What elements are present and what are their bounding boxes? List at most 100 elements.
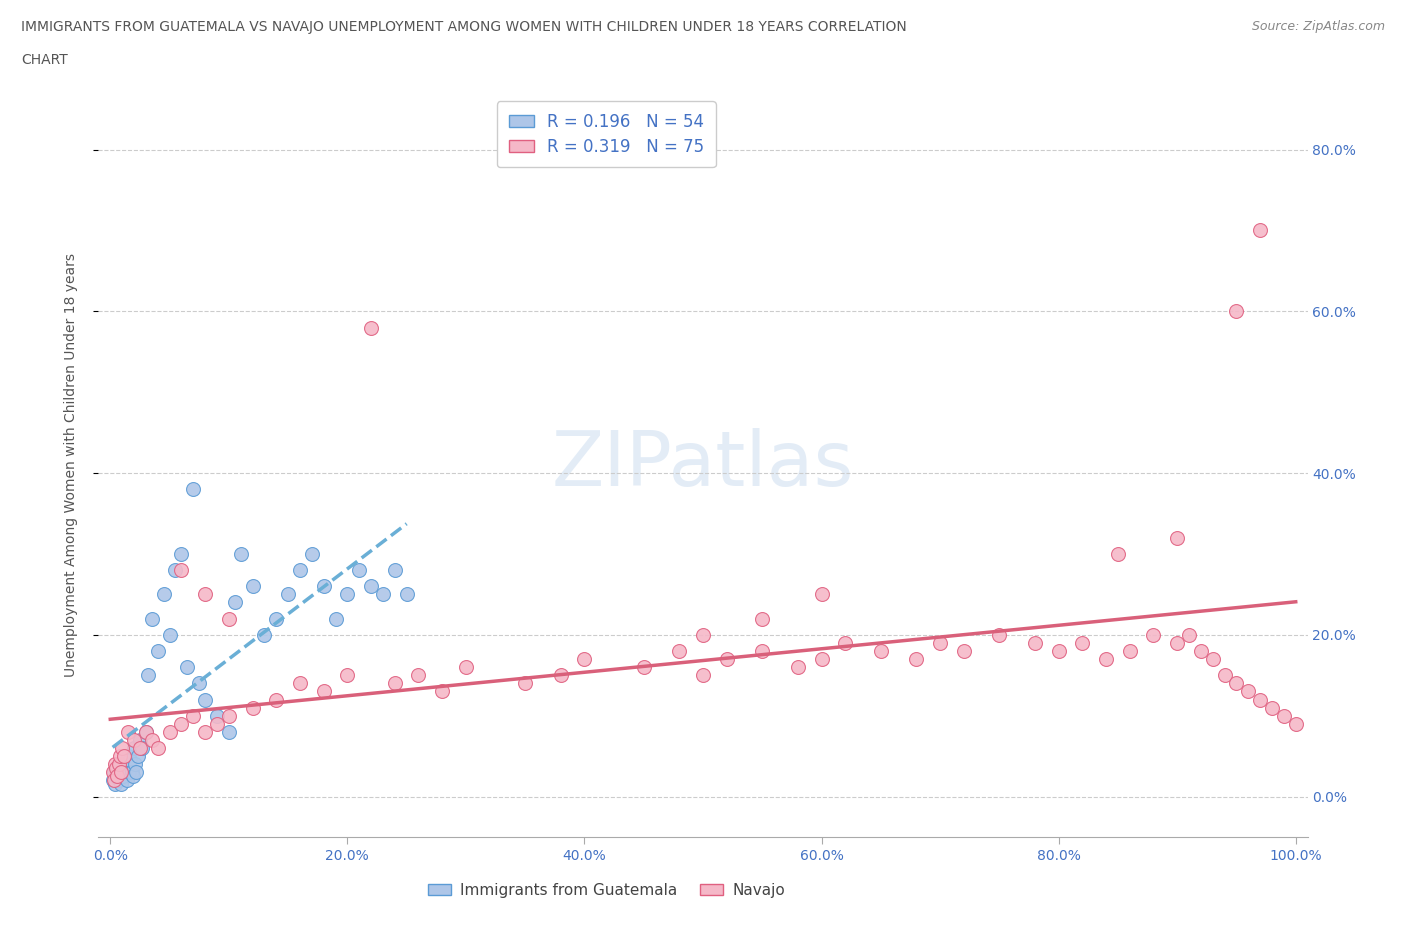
Point (1249, 223, 1271, 238)
Point (101, 773, 124, 788)
Point (152, 587, 174, 602)
Point (101, 764, 124, 779)
Point (121, 764, 143, 779)
Point (129, 733, 152, 748)
Point (360, 320, 382, 335)
Point (1237, 684, 1260, 698)
Point (115, 773, 138, 788)
Point (312, 684, 335, 698)
Point (550, 668, 572, 683)
Point (1047, 644, 1070, 658)
Point (347, 563, 370, 578)
Point (1213, 668, 1236, 683)
Point (188, 676, 211, 691)
Point (810, 587, 832, 602)
Point (108, 757, 131, 772)
Point (574, 652, 596, 667)
Point (117, 749, 139, 764)
Point (751, 644, 773, 658)
Point (181, 482, 204, 497)
Point (125, 764, 148, 779)
Point (103, 773, 125, 788)
Point (1225, 676, 1247, 691)
Point (181, 709, 204, 724)
Point (264, 611, 287, 626)
Point (1071, 635, 1094, 650)
Point (165, 563, 187, 578)
Point (929, 635, 952, 650)
Point (111, 740, 134, 755)
Point (146, 644, 169, 658)
Point (633, 659, 655, 674)
Point (1285, 716, 1308, 731)
Point (135, 724, 157, 739)
Point (692, 628, 714, 643)
Point (141, 611, 163, 626)
Point (205, 716, 228, 731)
Point (120, 752, 142, 767)
Point (129, 740, 152, 755)
Point (395, 587, 418, 602)
Point (194, 724, 217, 739)
Point (1166, 530, 1188, 545)
Point (1225, 304, 1247, 319)
Point (253, 628, 276, 643)
Point (127, 749, 149, 764)
Point (159, 628, 181, 643)
Point (1095, 652, 1118, 667)
Point (905, 652, 928, 667)
Point (301, 547, 323, 562)
Point (122, 740, 145, 755)
Point (325, 611, 347, 626)
Point (1272, 709, 1295, 724)
Point (869, 644, 891, 658)
Point (118, 764, 141, 779)
Point (1166, 635, 1188, 650)
Point (224, 595, 246, 610)
Point (515, 676, 537, 691)
Text: Source: ZipAtlas.com: Source: ZipAtlas.com (1251, 20, 1385, 33)
Point (1107, 547, 1129, 562)
Point (117, 724, 139, 739)
Point (205, 709, 228, 724)
Point (371, 587, 394, 602)
Text: IMMIGRANTS FROM GUATEMALA VS NAVAJO UNEMPLOYMENT AMONG WOMEN WITH CHILDREN UNDER: IMMIGRANTS FROM GUATEMALA VS NAVAJO UNEM… (21, 20, 907, 34)
Point (170, 547, 193, 562)
Point (1261, 700, 1284, 715)
Point (159, 724, 181, 739)
Point (107, 773, 129, 788)
Point (242, 578, 264, 593)
Point (384, 676, 406, 691)
Point (105, 769, 128, 784)
Point (1178, 628, 1201, 643)
Point (170, 563, 193, 578)
Point (194, 692, 217, 707)
Point (288, 676, 311, 691)
Point (114, 757, 136, 772)
Point (1202, 652, 1225, 667)
Point (1024, 635, 1046, 650)
Point (104, 777, 127, 791)
Point (716, 652, 738, 667)
Point (668, 644, 690, 658)
Point (121, 769, 143, 784)
Point (218, 611, 240, 626)
Point (1189, 644, 1212, 658)
Point (105, 761, 128, 776)
Point (384, 563, 406, 578)
Text: ZIPatlas: ZIPatlas (551, 428, 855, 502)
Point (952, 644, 974, 658)
Point (122, 733, 145, 748)
Point (170, 716, 193, 731)
Point (194, 587, 217, 602)
Point (108, 749, 131, 764)
Point (218, 724, 240, 739)
Point (751, 611, 773, 626)
Point (312, 578, 335, 593)
Point (110, 764, 132, 779)
Point (136, 668, 159, 683)
Point (288, 563, 311, 578)
Point (432, 684, 454, 698)
Text: CHART: CHART (21, 53, 67, 67)
Point (264, 692, 287, 707)
